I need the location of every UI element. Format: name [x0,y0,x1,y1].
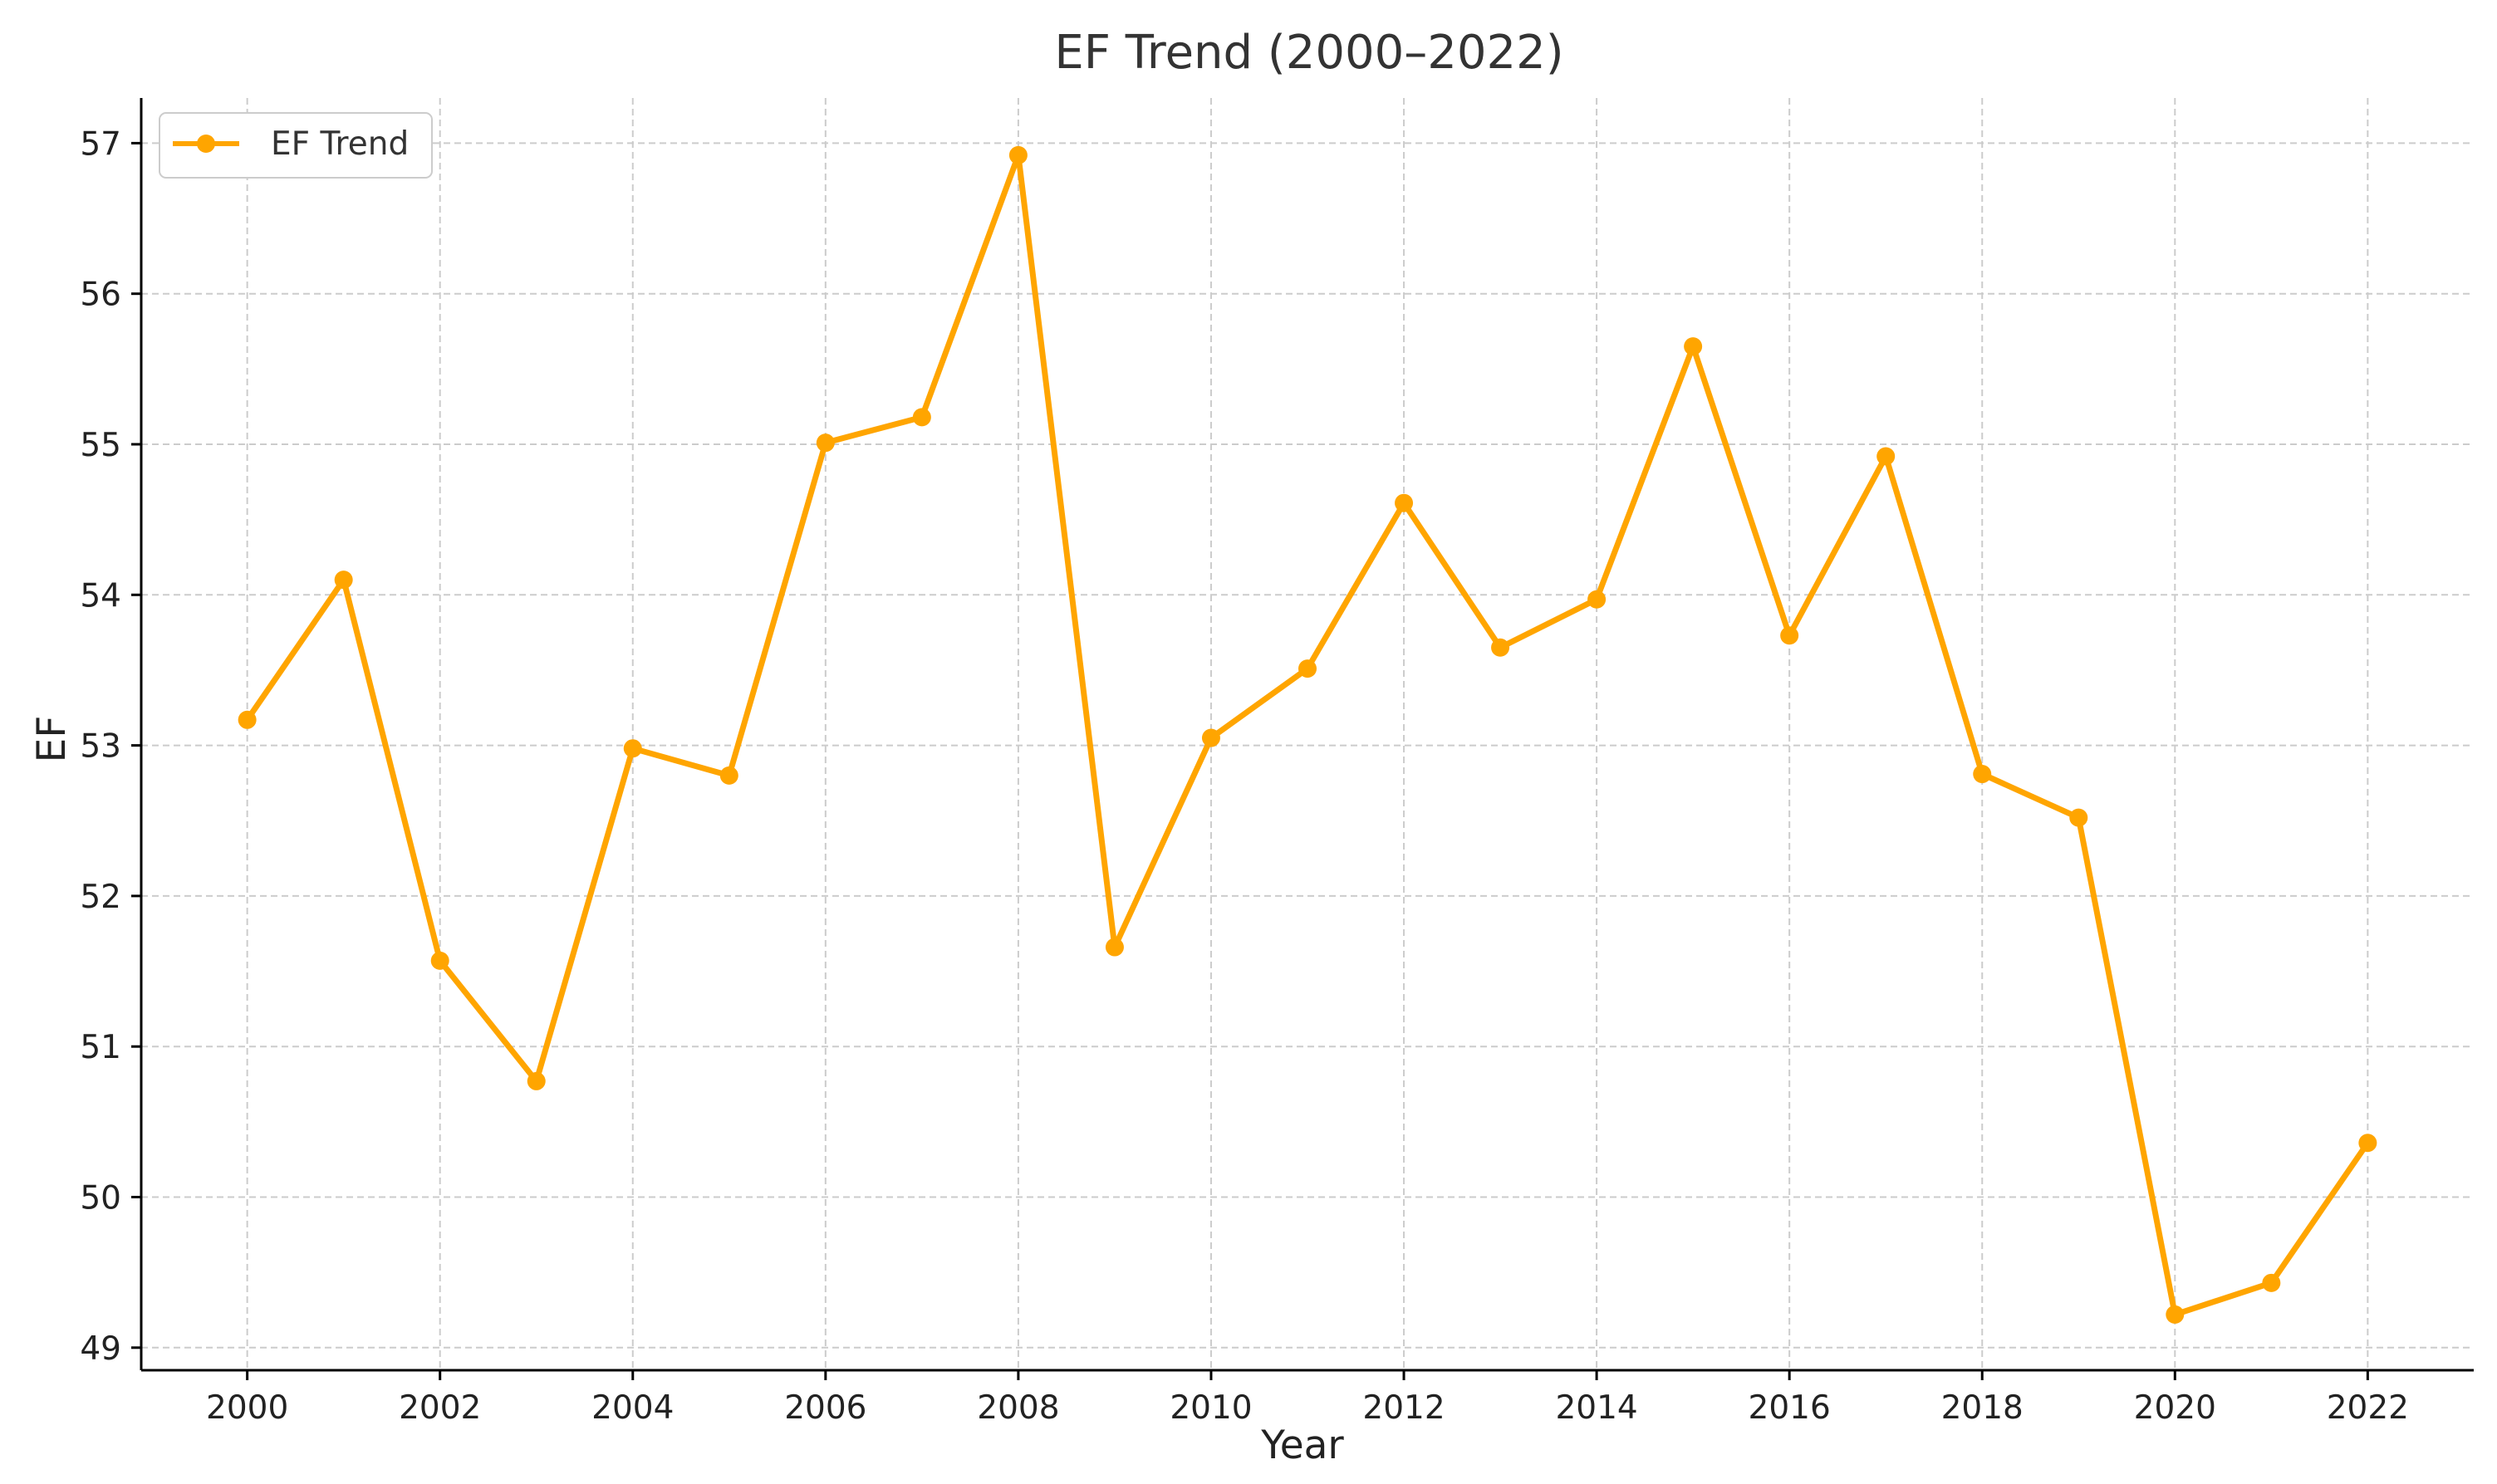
series-layer [238,145,2377,1324]
legend: EF Trend [159,112,433,179]
data-point[interactable] [1298,659,1317,678]
y-tick-label: 50 [80,1180,121,1217]
data-point[interactable] [527,1071,546,1090]
x-axis-ticks: 2000 2002 2004 2006 2008 2010 2012 2014 2016 2018… [206,1370,2409,1427]
data-point[interactable] [1201,728,1220,747]
x-tick-label: 2008 [977,1389,1059,1427]
x-tick-label: 2020 [2134,1389,2216,1427]
legend-marker-swatch [197,135,215,153]
x-tick-label: 2006 [784,1389,866,1427]
x-tick-label: 2012 [1362,1389,1445,1427]
data-point[interactable] [430,951,449,970]
data-point[interactable] [623,739,642,758]
data-point[interactable] [719,766,738,785]
y-tick-label: 56 [80,277,121,314]
legend-label: EF Trend [271,125,409,163]
x-tick-label: 2022 [2327,1389,2409,1427]
data-point[interactable] [2069,808,2088,827]
data-point[interactable] [1973,765,1992,784]
y-tick-label: 49 [80,1330,121,1368]
x-tick-label: 2000 [206,1389,288,1427]
data-point[interactable] [334,571,353,590]
chart-title: EF Trend (2000–2022) [1054,26,1563,80]
data-point[interactable] [816,433,835,453]
series-group [238,145,2377,1324]
data-point[interactable] [2262,1273,2281,1292]
y-tick-label: 51 [80,1029,121,1066]
x-tick-label: 2010 [1170,1389,1252,1427]
x-tick-label: 2004 [591,1389,674,1427]
x-axis-label: Year [1260,1423,1344,1468]
x-tick-label: 2016 [1749,1389,1831,1427]
data-point[interactable] [238,710,257,729]
y-tick-label: 53 [80,728,121,766]
x-tick-label: 2014 [1555,1389,1637,1427]
y-tick-label: 54 [80,577,121,615]
grid-lines [141,98,2474,1370]
data-point[interactable] [1395,493,1414,512]
axes [140,98,2474,1372]
data-point[interactable] [1105,938,1124,957]
data-point[interactable] [1780,626,1799,645]
y-tick-label: 57 [80,125,121,163]
data-point[interactable] [2166,1305,2185,1324]
data-point[interactable] [1587,590,1607,609]
y-tick-label: 55 [80,427,121,464]
data-point[interactable] [1684,337,1703,356]
y-axis-label: EF [29,716,75,763]
data-point[interactable] [1491,638,1510,657]
data-point[interactable] [912,408,931,427]
data-point[interactable] [1876,447,1896,466]
y-tick-label: 52 [80,879,121,916]
x-tick-label: 2018 [1941,1389,2024,1427]
y-axis-ticks: 49 50 51 52 53 54 55 56 57 [80,125,141,1368]
x-tick-label: 2002 [399,1389,481,1427]
data-point[interactable] [2358,1134,2377,1153]
data-point[interactable] [1008,145,1028,164]
legend-box [159,112,433,179]
